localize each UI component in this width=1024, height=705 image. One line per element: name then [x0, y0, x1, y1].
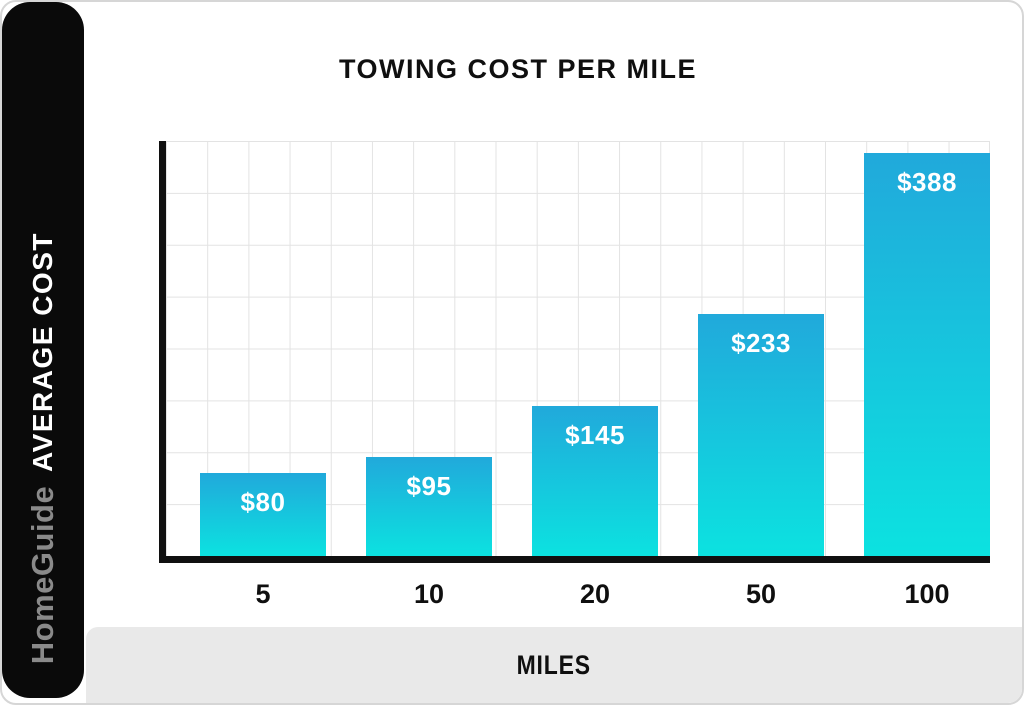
- x-tick-label-20: 20: [579, 578, 611, 609]
- bar-value-label: $145: [565, 419, 625, 450]
- bar-100-miles: $388: [864, 153, 990, 556]
- bar-value-label: $233: [731, 328, 791, 359]
- homeguide-logo: HomeGuide: [25, 485, 60, 665]
- x-tick-label-5: 5: [255, 578, 271, 609]
- bar-value-label: $388: [897, 167, 957, 198]
- bar-series: $80 $95 $145 $233 $388: [166, 141, 990, 556]
- sidebar: AVERAGE COST HomeGuide: [2, 2, 84, 698]
- bar-20-miles: $145: [532, 405, 658, 556]
- bar-value-label: $95: [406, 471, 452, 502]
- bar-5-miles: $80: [200, 473, 326, 556]
- x-tick-label-10: 10: [413, 578, 445, 609]
- x-tick-label-50: 50: [745, 578, 777, 609]
- chart-title: TOWING COST PER MILE: [338, 54, 697, 84]
- bar-value-label: $80: [240, 487, 286, 517]
- bar-10-miles: $95: [366, 457, 492, 556]
- x-tick-label-100: 100: [904, 578, 950, 609]
- y-axis-title: AVERAGE COST: [27, 232, 58, 472]
- x-axis-tick-labels: 5 10 20 50 100: [166, 574, 990, 614]
- x-axis-title: MILES: [516, 649, 592, 680]
- bar-50-miles: $233: [698, 314, 824, 556]
- x-axis-band: MILES: [86, 627, 1022, 703]
- plot-area: $80 $95 $145 $233 $388: [159, 141, 990, 563]
